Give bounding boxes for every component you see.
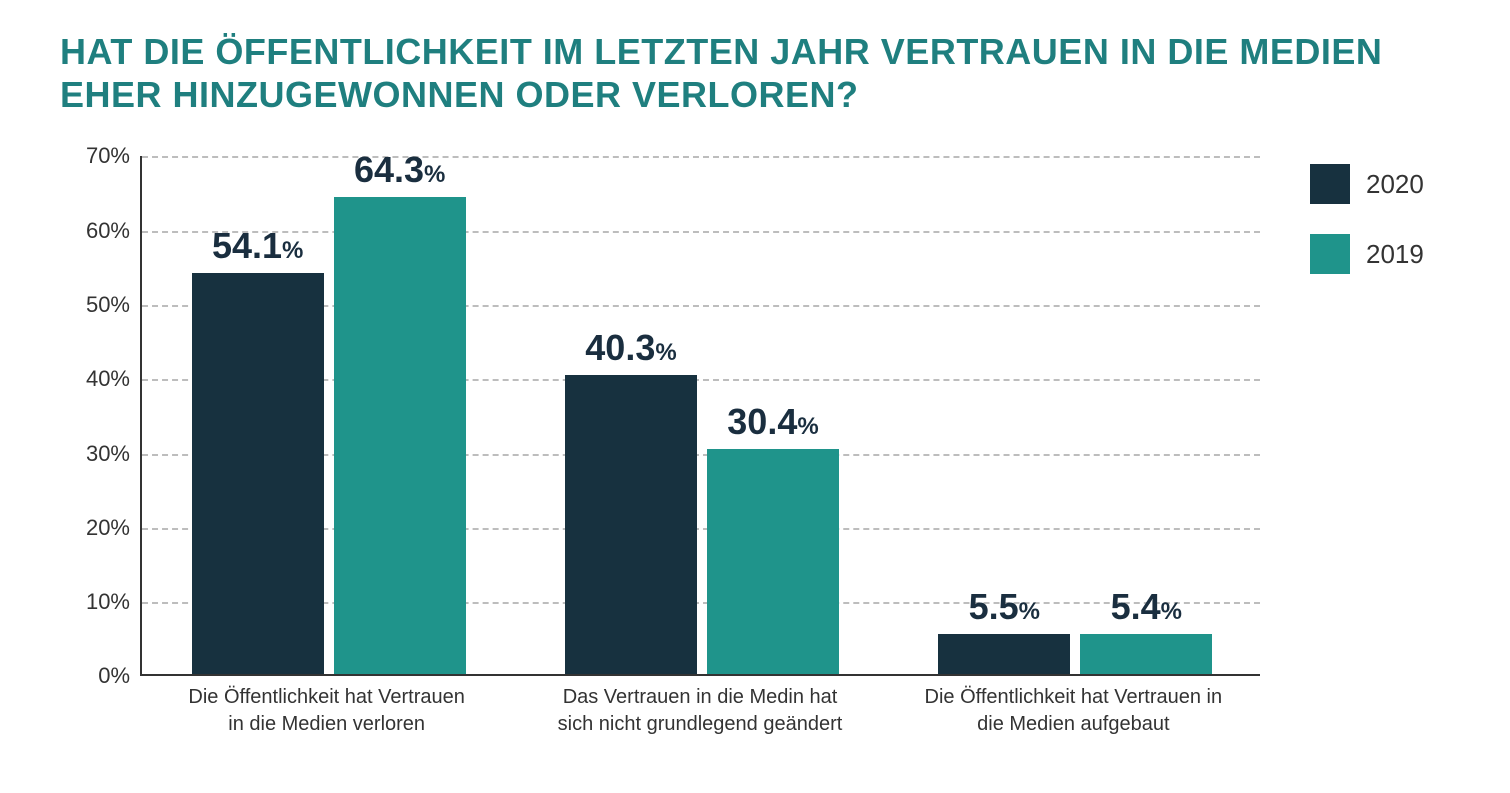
bar-group: 54.1%64.3% [192,197,466,675]
bar-group: 5.5%5.4% [938,634,1212,675]
bar-value-label: 64.3% [354,149,445,191]
bar-value-label: 40.3% [585,327,676,369]
bar-value-label: 5.5% [969,586,1040,628]
bar-value-label: 54.1% [212,225,303,267]
x-category-label: Die Öffentlichkeit hat Vertrauenin die M… [140,684,513,738]
y-tick-label: 70% [60,143,130,169]
y-tick-label: 0% [60,663,130,689]
bar-value-label: 30.4% [727,401,818,443]
y-tick-label: 40% [60,366,130,392]
legend-item: 2020 [1310,164,1424,204]
bar: 64.3% [334,197,466,675]
grid-line [142,156,1260,158]
bar: 40.3% [565,375,697,674]
bar-group: 40.3%30.4% [565,375,839,674]
chart: 0%10%20%30%40%50%60%70% 54.1%64.3%40.3%3… [60,156,1280,746]
chart-wrap: 0%10%20%30%40%50%60%70% 54.1%64.3%40.3%3… [60,156,1450,746]
legend-swatch [1310,164,1350,204]
bar: 5.4% [1080,634,1212,674]
bar: 30.4% [707,449,839,675]
legend-label: 2019 [1366,239,1424,270]
legend-label: 2020 [1366,169,1424,200]
y-tick-label: 30% [60,441,130,467]
bar-value-label: 5.4% [1111,586,1182,628]
y-tick-label: 10% [60,589,130,615]
chart-title: HAT DIE ÖFFENTLICHKEIT IM LETZTEN JAHR V… [60,30,1450,116]
legend: 2020 2019 [1310,164,1424,304]
legend-item: 2019 [1310,234,1424,274]
x-category-label: Das Vertrauen in die Medin hatsich nicht… [513,684,886,738]
plot-area: 54.1%64.3%40.3%30.4%5.5%5.4% [140,156,1260,676]
bar: 5.5% [938,634,1070,675]
y-tick-label: 20% [60,515,130,541]
y-tick-label: 50% [60,292,130,318]
x-category-label: Die Öffentlichkeit hat Vertrauen indie M… [887,684,1260,738]
bar: 54.1% [192,273,324,675]
legend-swatch [1310,234,1350,274]
y-tick-label: 60% [60,218,130,244]
